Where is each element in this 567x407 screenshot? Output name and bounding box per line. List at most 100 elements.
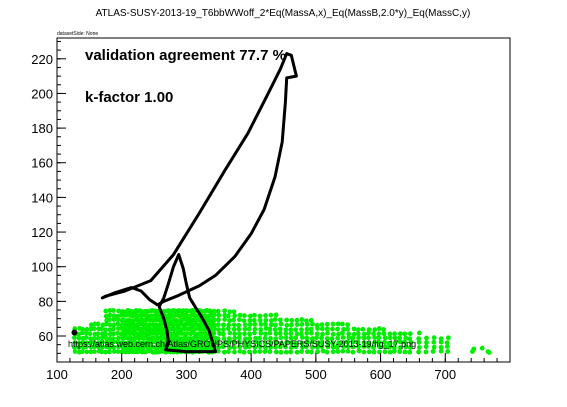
validation-point [174, 318, 180, 323]
validation-point [268, 340, 274, 346]
validation-point [99, 335, 105, 340]
validation-point [95, 321, 101, 327]
validation-point [222, 317, 228, 322]
validation-point [283, 344, 288, 350]
validation-point [304, 326, 310, 332]
validation-point [330, 349, 336, 355]
validation-point [268, 312, 274, 318]
validation-point [288, 331, 294, 337]
validation-point [325, 340, 331, 346]
validation-point [403, 335, 409, 341]
validation-point [267, 330, 273, 336]
validation-point [305, 339, 310, 345]
validation-point [376, 339, 382, 345]
validation-point [341, 326, 347, 332]
validation-point [222, 308, 228, 314]
validation-point [222, 340, 228, 346]
validation-point [252, 312, 257, 318]
validation-point [107, 312, 113, 318]
validation-point [284, 322, 290, 328]
validation-point [80, 340, 86, 345]
validation-point [272, 317, 278, 322]
validation-point [226, 339, 231, 345]
validation-point [309, 330, 314, 336]
validation-point [438, 344, 444, 350]
validation-point [72, 335, 77, 340]
validation-point [216, 317, 221, 323]
validation-point [299, 344, 305, 350]
validation-point [227, 330, 233, 336]
validation-point [115, 317, 121, 323]
validation-point [310, 336, 315, 341]
validation-point [356, 335, 361, 341]
validation-point [314, 335, 319, 341]
validation-point [424, 335, 429, 341]
validation-point [257, 317, 263, 323]
validation-point [330, 340, 336, 346]
validation-point [431, 339, 437, 345]
validation-point [288, 345, 294, 350]
x-tick-label: 700 [434, 367, 456, 382]
validation-point [262, 340, 268, 346]
validation-point [110, 336, 116, 342]
validation-point [110, 326, 116, 332]
y-tick-label: 180 [31, 121, 53, 136]
validation-point [330, 326, 335, 332]
validation-point [335, 335, 341, 341]
validation-point [232, 313, 238, 319]
validation-point [104, 339, 109, 345]
validation-point [252, 349, 258, 355]
validation-point [116, 344, 121, 350]
validation-point [141, 344, 146, 350]
validation-point [397, 339, 403, 345]
y-tick-label: 160 [31, 156, 53, 171]
validation-point [111, 349, 117, 354]
validation-point [416, 349, 422, 355]
validation-point [216, 312, 222, 318]
validation-point [91, 326, 97, 332]
validation-point [356, 344, 361, 350]
validation-point [273, 336, 279, 342]
validation-point [278, 335, 284, 341]
validation-point [215, 322, 221, 328]
validation-point [236, 317, 242, 323]
validation-point [247, 313, 253, 319]
validation-point [284, 317, 289, 323]
validation-point [231, 322, 237, 328]
validation-point [479, 345, 485, 351]
validation-point [252, 344, 258, 350]
validation-point [376, 331, 382, 337]
validation-point [431, 335, 437, 341]
exclusion-contour-line [157, 253, 217, 354]
validation-point [217, 331, 222, 336]
validation-point [417, 330, 422, 336]
validation-point [231, 345, 237, 350]
validation-point [84, 327, 90, 332]
validation-point [416, 339, 422, 345]
validation-point [345, 339, 351, 345]
validation-point [310, 321, 315, 327]
validation-point [107, 344, 113, 350]
validation-point [252, 326, 258, 332]
validation-point [397, 345, 403, 351]
validation-point [79, 349, 85, 355]
validation-point [277, 330, 283, 336]
validation-point [335, 326, 340, 332]
validation-point [444, 344, 450, 349]
validation-point [345, 344, 351, 350]
validation-point [273, 349, 279, 355]
validation-point [215, 348, 221, 354]
validation-point [304, 318, 309, 324]
validation-point [268, 318, 274, 323]
validation-point [236, 335, 242, 341]
validation-point [103, 331, 109, 337]
validation-point [257, 313, 263, 319]
validation-point [314, 344, 320, 350]
validation-point [222, 312, 228, 318]
validation-point [283, 349, 289, 355]
validation-point [345, 348, 351, 354]
validation-point [221, 336, 227, 341]
validation-point [225, 349, 231, 355]
validation-point [237, 312, 243, 318]
validation-point [361, 335, 367, 341]
